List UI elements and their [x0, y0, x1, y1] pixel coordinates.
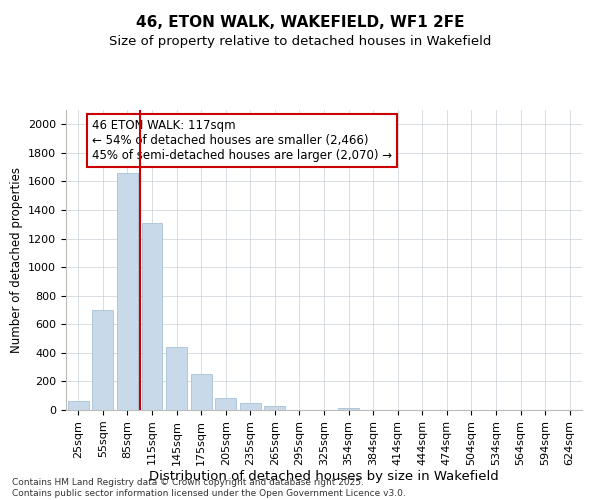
Bar	[240, 403, 261, 410]
Text: 46 ETON WALK: 117sqm
← 54% of detached houses are smaller (2,466)
45% of semi-de: 46 ETON WALK: 117sqm ← 54% of detached h…	[92, 119, 392, 162]
Bar	[215, 398, 236, 410]
Bar	[166, 347, 187, 410]
Text: Contains HM Land Registry data © Crown copyright and database right 2025.
Contai: Contains HM Land Registry data © Crown c…	[12, 478, 406, 498]
Bar	[191, 374, 212, 410]
Text: Size of property relative to detached houses in Wakefield: Size of property relative to detached ho…	[109, 35, 491, 48]
Bar	[68, 402, 89, 410]
Bar	[338, 408, 359, 410]
Bar	[117, 173, 138, 410]
Bar	[142, 223, 163, 410]
X-axis label: Distribution of detached houses by size in Wakefield: Distribution of detached houses by size …	[149, 470, 499, 484]
Y-axis label: Number of detached properties: Number of detached properties	[10, 167, 23, 353]
Text: 46, ETON WALK, WAKEFIELD, WF1 2FE: 46, ETON WALK, WAKEFIELD, WF1 2FE	[136, 15, 464, 30]
Bar	[92, 310, 113, 410]
Bar	[265, 406, 286, 410]
